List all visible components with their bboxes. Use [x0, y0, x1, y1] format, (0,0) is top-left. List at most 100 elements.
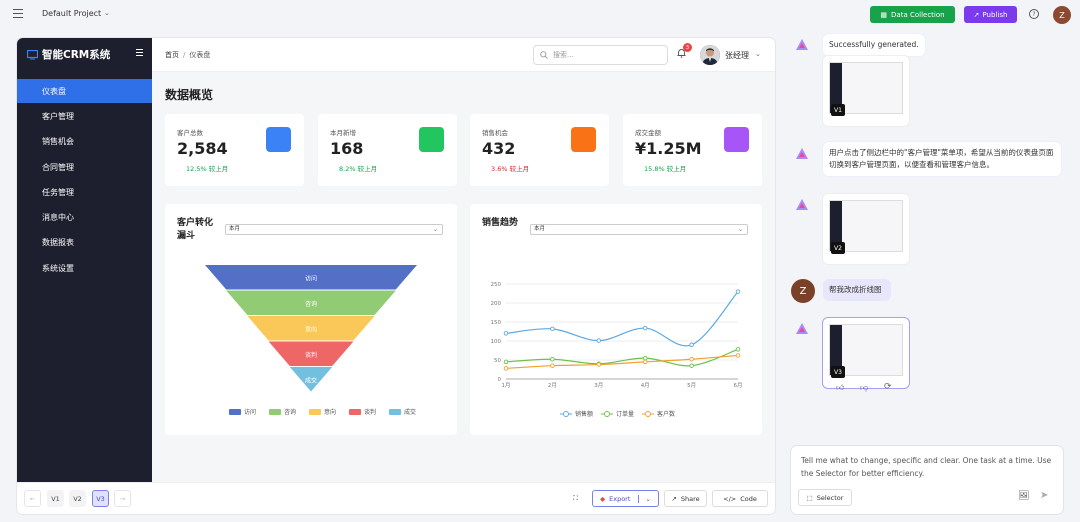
sidebar: 智能CRM系统 仪表盘 客户管理 销售机会 合同管理 任务管理 消息中心 数据报… [17, 38, 152, 482]
help-icon[interactable]: ? [1029, 9, 1039, 19]
funnel-segment [205, 265, 417, 290]
version-button-v1[interactable]: V1 [47, 490, 64, 507]
project-selector[interactable]: Default Project [42, 9, 102, 18]
legend-swatch[interactable] [389, 409, 401, 415]
stat-card: 成交金额 ¥1.25M 15.8% 较上月 [623, 114, 762, 186]
data-point[interactable] [735, 347, 741, 352]
collapse-menu-icon[interactable] [136, 49, 143, 58]
forward-arrow-icon[interactable]: → [114, 490, 131, 507]
chat-input[interactable]: Tell me what to change, specific and cle… [791, 446, 1063, 514]
avatar[interactable]: Z [1053, 6, 1071, 24]
image-upload-icon[interactable]: 🖼︎ [1018, 491, 1030, 501]
notification-badge: 3 [683, 43, 692, 52]
selector-button[interactable]: ⬚ Selector [798, 489, 852, 506]
breadcrumb: 首页 / 仪表盘 [165, 51, 211, 59]
legend-label[interactable]: 客户数 [657, 410, 675, 418]
data-point[interactable] [689, 356, 694, 362]
funnel-segment [289, 367, 333, 392]
stat-icon [571, 127, 596, 152]
period-select[interactable]: 本月 ⌄ [225, 224, 443, 235]
sidebar-item-dashboard[interactable]: 仪表盘 [17, 79, 152, 103]
data-point[interactable] [596, 362, 602, 367]
data-point[interactable] [689, 363, 694, 368]
stat-card: 销售机会 432 3.6% 较上月 [470, 114, 609, 186]
data-point[interactable] [642, 325, 648, 331]
sidebar-item-tasks[interactable]: 任务管理 [42, 187, 74, 197]
breadcrumb-home[interactable]: 首页 [165, 51, 179, 59]
send-icon[interactable]: ➤ [1040, 490, 1049, 501]
y-tick-label: 200 [491, 301, 502, 307]
sidebar-item-reports[interactable]: 数据报表 [42, 237, 74, 247]
assistant-logo-icon [796, 39, 808, 50]
period-select[interactable]: 本月 ⌄ [530, 224, 748, 235]
sidebar-item-messages[interactable]: 消息中心 [42, 212, 74, 222]
legend-label[interactable]: 意向 [324, 408, 336, 416]
x-tick-label: 4月 [641, 382, 650, 389]
legend-label[interactable]: 访问 [244, 408, 256, 416]
regenerate-icon[interactable]: ⟳ [884, 382, 892, 392]
sidebar-item-contracts[interactable]: 合同管理 [42, 162, 74, 172]
data-point[interactable] [550, 326, 555, 332]
thumbs-up-icon[interactable]: 👍︎ [836, 383, 845, 392]
sidebar-item-settings[interactable]: 系统设置 [42, 263, 74, 273]
main-content: 首页 / 仪表盘 搜索... 3 张经理 ⌄ 数据概览 客户总数 2,584 12.… [152, 38, 775, 482]
data-point[interactable] [689, 342, 694, 348]
share-button[interactable]: ↗ Share [664, 490, 707, 507]
user-avatar[interactable] [700, 45, 720, 65]
legend-marker[interactable] [645, 411, 651, 417]
data-point[interactable] [735, 353, 741, 358]
chevron-down-icon[interactable]: ⌄ [104, 9, 110, 17]
data-point[interactable] [735, 289, 741, 294]
sidebar-item-opportunities[interactable]: 销售机会 [42, 136, 74, 146]
legend-label[interactable]: 成交 [404, 408, 416, 416]
bell-icon[interactable] [677, 48, 686, 61]
y-tick-label: 150 [491, 320, 502, 326]
data-point[interactable] [503, 331, 509, 336]
fullscreen-icon[interactable]: ⛶ [567, 490, 584, 507]
export-button[interactable]: ◆ Export ⌄ [592, 490, 659, 507]
version-thumbnail-v1[interactable]: V1 [823, 56, 909, 126]
legend-swatch[interactable] [349, 409, 361, 415]
funnel-panel: 客户转化漏斗 本月 ⌄ 访问 咨询 意向 谈判 成交 访问 咨询 意向 谈判 成交 [165, 204, 457, 435]
legend-swatch[interactable] [229, 409, 241, 415]
data-point[interactable] [550, 363, 555, 368]
legend-marker[interactable] [563, 411, 569, 417]
legend-marker[interactable] [604, 411, 610, 417]
chevron-down-icon[interactable]: ⌄ [638, 494, 651, 503]
legend-label[interactable]: 销售额 [575, 410, 593, 418]
legend-swatch[interactable] [269, 409, 281, 415]
legend-label[interactable]: 订单量 [616, 410, 634, 418]
y-tick-label: 0 [498, 377, 502, 383]
stat-change: 15.8% 较上月 [644, 165, 687, 173]
data-point[interactable] [503, 366, 509, 371]
version-button-v2[interactable]: V2 [69, 490, 86, 507]
series-line [505, 354, 739, 369]
sidebar-item-customers[interactable]: 客户管理 [42, 111, 74, 121]
data-point[interactable] [642, 355, 648, 361]
monitor-icon [27, 49, 38, 59]
data-point[interactable] [596, 338, 602, 343]
data-point[interactable] [550, 356, 555, 362]
back-arrow-icon[interactable]: ← [24, 490, 41, 507]
legend-label[interactable]: 咨询 [284, 408, 296, 416]
version-thumbnail-v2[interactable]: V2 [823, 194, 909, 264]
data-point[interactable] [503, 359, 509, 365]
data-collection-button[interactable]: ▦ Data Collection [870, 6, 955, 23]
chevron-down-icon[interactable]: ⌄ [755, 50, 761, 58]
menu-icon[interactable] [13, 9, 23, 19]
search-input[interactable]: 搜索... [533, 45, 668, 65]
version-thumbnail-v3[interactable]: V3 [823, 318, 909, 388]
legend-label[interactable]: 谈判 [364, 408, 376, 416]
code-button[interactable]: </> Code [712, 490, 768, 507]
version-button-v3[interactable]: V3 [92, 490, 109, 507]
publish-button[interactable]: ➚ Publish [964, 6, 1017, 23]
data-point[interactable] [642, 359, 648, 365]
x-tick-label: 5月 [687, 382, 696, 389]
chevron-down-icon: ⌄ [737, 226, 743, 233]
legend-swatch[interactable] [309, 409, 321, 415]
thumbs-down-icon[interactable]: 👎︎ [860, 383, 869, 392]
stat-icon [419, 127, 444, 152]
series-line [505, 291, 739, 347]
user-name[interactable]: 张经理 [725, 51, 749, 60]
